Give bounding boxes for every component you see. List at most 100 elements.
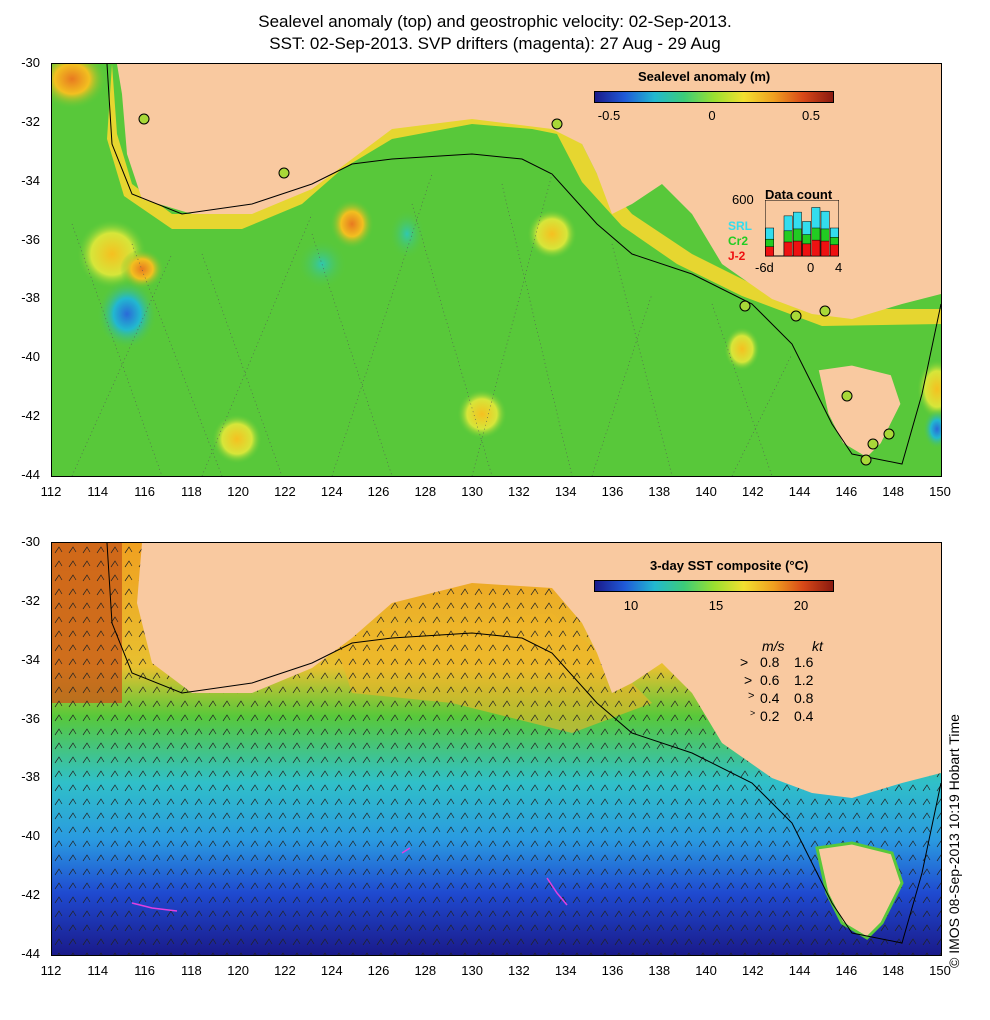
x-axis-tick-label: 124: [320, 963, 343, 978]
y-axis-tick-label: -34: [21, 172, 40, 188]
x-axis-tick-label: 122: [274, 484, 296, 499]
velocity-key-arrow: >: [748, 690, 755, 702]
x-axis-tick-label: 150: [929, 963, 951, 978]
y-axis-tick-label: -42: [21, 887, 40, 903]
data-count-xtick: 0: [807, 260, 815, 275]
tide-gauge-marker[interactable]: [278, 167, 290, 179]
x-axis-tick-label: 144: [788, 963, 811, 978]
anomaly-high: [212, 414, 262, 464]
x-axis-tick-label: 142: [741, 963, 764, 978]
x-axis-tick-label: 114: [87, 484, 109, 499]
x-axis-tick-label: 146: [835, 484, 858, 499]
x-axis-tick-label: 134: [554, 963, 577, 978]
velocity-key-arrow: >: [740, 654, 749, 670]
anomaly-low: [923, 409, 941, 449]
anomaly-high: [52, 64, 107, 109]
x-axis-tick-label: 120: [227, 484, 249, 499]
x-axis-tick-label: 116: [134, 963, 155, 978]
x-axis-tick-label: 140: [695, 963, 717, 978]
data-count-bar: [830, 244, 839, 257]
y-axis-tick-label: -42: [21, 408, 40, 424]
tide-gauges: [138, 113, 895, 466]
sealevel-colorbar-tick: 0: [708, 108, 716, 123]
x-axis-tick-label: 116: [134, 484, 155, 499]
inset-frame: [765, 200, 839, 257]
data-count-bar: [793, 240, 802, 257]
x-axis-tick-label: 146: [835, 963, 858, 978]
y-axis-tick-label: -34: [21, 651, 40, 667]
x-axis-tick-label: 148: [882, 484, 905, 499]
sst-colorbar-tick: 15: [708, 598, 724, 613]
sst-map-panel: 3-day SST composite (°C) 10 15 20 m/s kt…: [51, 542, 942, 956]
x-axis-tick-label: 128: [414, 484, 437, 499]
series-label-j2: J-2: [728, 249, 746, 263]
x-axis-tick-label: 140: [695, 484, 717, 499]
tide-gauge-marker[interactable]: [819, 305, 831, 317]
anomaly-high: [120, 249, 164, 289]
velocity-key-ms: 0.8: [760, 654, 780, 670]
x-axis-tick-label: 120: [227, 963, 249, 978]
tide-gauge-marker[interactable]: [867, 438, 879, 450]
anomaly-low: [297, 239, 347, 289]
y-axis-tick-label: -36: [21, 231, 40, 247]
x-axis-tick-label: 136: [601, 484, 624, 499]
y-axis-tick-label: -30: [21, 55, 40, 70]
velocity-key-kt: 0.8: [794, 690, 814, 706]
tide-gauge-marker[interactable]: [138, 113, 150, 125]
data-count-bar: [802, 243, 811, 257]
x-axis-tick-label: 122: [274, 963, 296, 978]
x-axis-tick-label: 114: [87, 963, 109, 978]
drifter-track[interactable]: [546, 877, 568, 906]
x-axis-tick-label: 128: [414, 963, 437, 978]
x-axis-tick-label: 126: [367, 484, 390, 499]
x-axis-tick-label: 130: [461, 963, 483, 978]
velocity-key-header-kt: kt: [812, 638, 823, 654]
velocity-key-arrow: >: [744, 672, 753, 688]
sst-colorbar-tick: 10: [623, 598, 639, 613]
data-count-bar: [765, 246, 774, 257]
anomaly-low: [97, 279, 157, 349]
tide-gauge-marker[interactable]: [790, 310, 802, 322]
velocity-key-ms: 0.4: [760, 690, 780, 706]
x-axis-tick-label: 124: [320, 484, 343, 499]
tide-gauge-marker[interactable]: [860, 454, 872, 466]
sealevel-colorbar-tick: 0.5: [801, 108, 821, 123]
x-axis-tick-label: 112: [40, 484, 62, 499]
copyright-stamp: © IMOS 08-Sep-2013 10:19 Hobart Time: [946, 714, 962, 968]
drifter-track[interactable]: [131, 902, 178, 912]
sst-map: [52, 543, 941, 955]
data-count-ymax: 600: [732, 192, 754, 207]
shelf-contour: [106, 543, 941, 944]
altimeter-tracks: [71, 173, 793, 476]
x-axis-tick-label: 112: [40, 963, 62, 978]
velocity-key-ms: 0.6: [760, 672, 780, 688]
x-axis-tick-label: 142: [741, 484, 764, 499]
y-axis-tick-label: -30: [21, 534, 40, 549]
x-axis-tick-label: 150: [929, 484, 951, 499]
x-axis-tick-label: 132: [508, 963, 530, 978]
y-axis-tick-label: -40: [21, 828, 40, 844]
svp-drifter-tracks: [131, 847, 568, 912]
title-line-1: Sealevel anomaly (top) and geostrophic v…: [258, 12, 732, 31]
shelf-contour: [106, 64, 941, 465]
x-axis-tick-label: 126: [367, 963, 390, 978]
y-axis-tick-label: -44: [21, 946, 40, 961]
data-count-xtick: -6d: [755, 260, 774, 275]
x-axis-tick-label: 134: [554, 484, 577, 499]
tide-gauge-marker[interactable]: [739, 300, 751, 312]
x-axis-tick-label: 144: [788, 484, 811, 499]
title-line-2: SST: 02-Sep-2013. SVP drifters (magenta)…: [269, 34, 721, 53]
tide-gauge-marker[interactable]: [551, 118, 563, 130]
x-axis-tick-label: 136: [601, 963, 624, 978]
anomaly-high: [724, 327, 760, 371]
sealevel-colorbar-title: Sealevel anomaly (m): [638, 69, 771, 84]
y-axis-tick-label: -32: [21, 113, 40, 129]
x-axis-tick-label: 130: [461, 484, 483, 499]
tide-gauge-marker[interactable]: [883, 428, 895, 440]
velocity-key-kt: 1.2: [794, 672, 814, 688]
tide-gauge-marker[interactable]: [841, 390, 853, 402]
sst-colorbar-tick: 20: [793, 598, 809, 613]
drifter-track[interactable]: [401, 847, 411, 854]
x-axis-tick-label: 138: [648, 963, 671, 978]
y-axis-tick-label: -36: [21, 710, 40, 726]
